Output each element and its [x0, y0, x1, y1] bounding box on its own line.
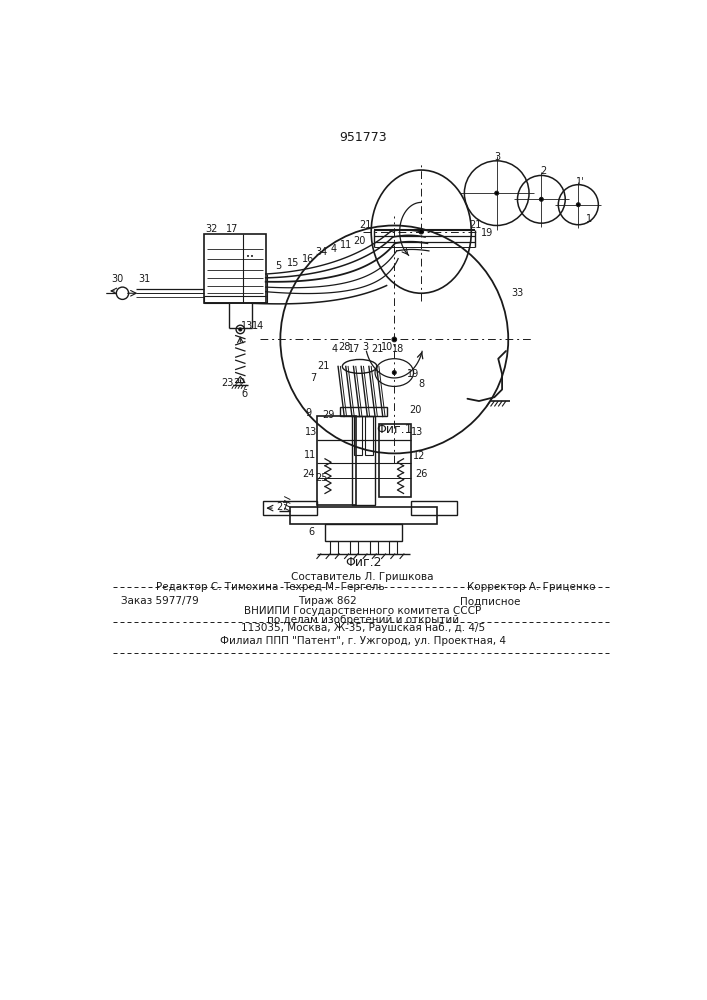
Text: Φиг.2: Φиг.2	[345, 556, 382, 569]
Text: 16: 16	[302, 254, 314, 264]
Text: 30: 30	[111, 274, 123, 284]
Text: 20: 20	[354, 236, 366, 246]
Text: 13: 13	[411, 427, 423, 437]
Text: Φиг.1: Φиг.1	[376, 423, 413, 436]
Text: 6: 6	[308, 527, 314, 537]
Text: 21: 21	[469, 220, 481, 230]
Bar	[204, 234, 266, 303]
Text: 11: 11	[339, 240, 352, 250]
Text: 18: 18	[392, 344, 404, 354]
Text: ВНИИПИ Государственного комитета СССР: ВНИИПИ Государственного комитета СССР	[244, 606, 481, 616]
Text: 24: 24	[302, 469, 314, 479]
Bar	[411, 501, 457, 515]
Text: 33: 33	[511, 288, 524, 298]
Text: 20: 20	[409, 405, 422, 415]
Text: 25: 25	[315, 473, 327, 483]
Text: Редактор С. Тимохина: Редактор С. Тимохина	[156, 582, 278, 592]
Text: 29: 29	[322, 410, 335, 420]
Text: 113035, Москва, Ж-35, Раушская наб., д. 4/5: 113035, Москва, Ж-35, Раушская наб., д. …	[240, 623, 485, 633]
Bar	[330, 541, 338, 554]
Text: 9: 9	[305, 408, 311, 418]
Text: 11: 11	[303, 450, 316, 460]
Text: 21: 21	[317, 361, 329, 371]
Bar	[379, 424, 411, 497]
Bar	[340, 407, 387, 416]
Bar	[351, 541, 358, 554]
Text: 2: 2	[541, 166, 547, 176]
Text: 4: 4	[331, 344, 337, 354]
Circle shape	[539, 197, 543, 201]
Bar	[370, 541, 378, 554]
Text: 951773: 951773	[339, 131, 387, 144]
Bar	[389, 541, 397, 554]
Text: Тираж 862: Тираж 862	[298, 596, 357, 606]
Text: 8: 8	[418, 379, 424, 389]
Text: 22: 22	[233, 378, 246, 388]
Text: 31: 31	[138, 274, 150, 284]
Text: 3: 3	[494, 152, 501, 162]
Text: по делам изобретений и открытий: по делам изобретений и открытий	[267, 615, 459, 625]
Bar	[365, 416, 373, 455]
Text: 7: 7	[310, 373, 317, 383]
Text: 10: 10	[380, 342, 392, 352]
Text: 12: 12	[413, 451, 425, 461]
Text: Подписное: Подписное	[460, 596, 520, 606]
Text: 26: 26	[415, 469, 428, 479]
Circle shape	[392, 337, 397, 342]
Bar	[354, 416, 362, 455]
Text: 17: 17	[226, 224, 239, 234]
Bar	[352, 416, 375, 505]
Text: 28: 28	[338, 342, 351, 352]
Text: 19: 19	[407, 369, 420, 379]
Circle shape	[419, 229, 423, 234]
Text: 17: 17	[348, 344, 361, 354]
Circle shape	[239, 328, 242, 331]
Text: б: б	[241, 389, 247, 399]
Text: Заказ 5977/79: Заказ 5977/79	[121, 596, 199, 606]
Text: Филиал ППП "Патент", г. Ужгород, ул. Проектная, 4: Филиал ППП "Патент", г. Ужгород, ул. Про…	[220, 636, 506, 646]
Text: 15: 15	[287, 258, 300, 268]
Text: 27: 27	[276, 502, 289, 512]
Text: 1: 1	[586, 214, 592, 224]
Text: 1': 1'	[575, 177, 584, 187]
Bar	[325, 524, 402, 541]
Text: Составитель Л. Гришкова: Составитель Л. Гришкова	[291, 572, 434, 582]
Bar	[317, 416, 356, 505]
Text: Техред М. Гергель: Техред М. Гергель	[283, 582, 385, 592]
Bar	[264, 501, 317, 515]
Text: 13: 13	[241, 321, 253, 331]
Text: 34: 34	[315, 247, 327, 257]
Circle shape	[576, 203, 580, 207]
Bar	[291, 507, 437, 524]
Text: 13: 13	[305, 427, 317, 437]
Text: 14: 14	[252, 321, 264, 331]
Text: 19: 19	[481, 228, 493, 238]
Text: 5: 5	[275, 261, 281, 271]
Text: 23: 23	[221, 378, 233, 388]
Text: ••: ••	[246, 254, 255, 260]
Circle shape	[495, 191, 498, 195]
Text: 3: 3	[362, 342, 368, 352]
Circle shape	[392, 371, 396, 374]
Text: 21: 21	[359, 220, 371, 230]
Text: 4: 4	[330, 244, 337, 254]
Text: 32: 32	[206, 224, 218, 234]
Text: 21: 21	[371, 344, 383, 354]
Text: Корректор А. Гриценко: Корректор А. Гриценко	[467, 582, 596, 592]
